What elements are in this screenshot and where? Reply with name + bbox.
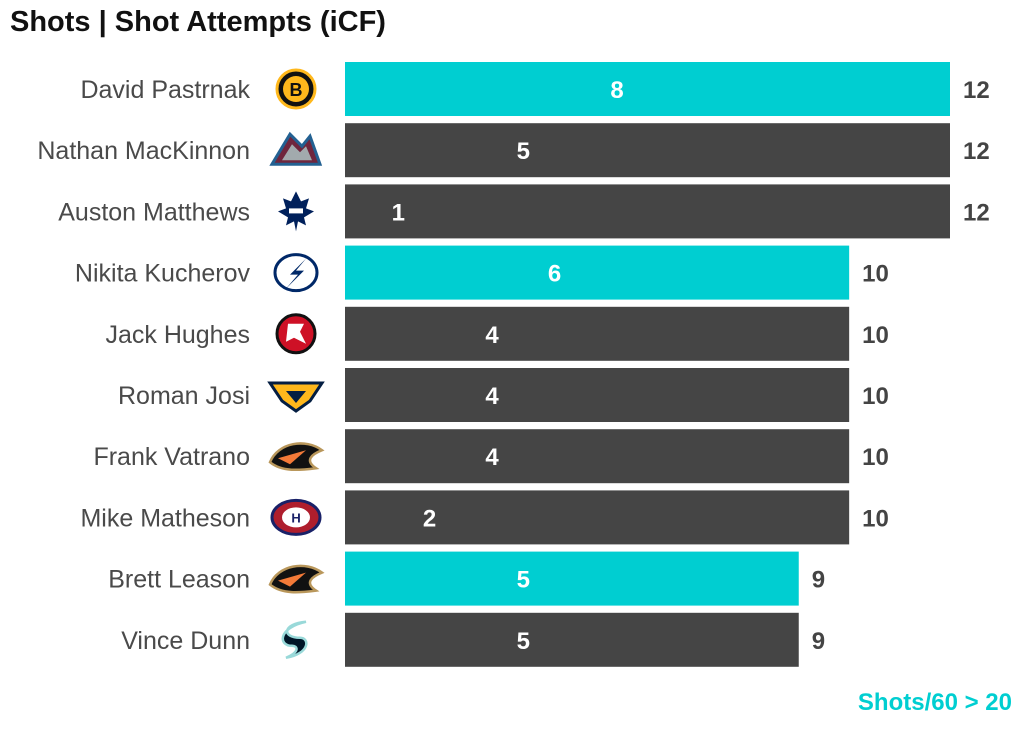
- chart-title: Shots | Shot Attempts (iCF): [10, 6, 386, 38]
- bar: [345, 306, 850, 361]
- attempts-value-label: 12: [963, 138, 990, 165]
- svg-text:B: B: [290, 80, 303, 100]
- attempts-value-label: 10: [862, 444, 889, 471]
- attempts-value-label: 12: [963, 199, 990, 226]
- shots-value-label: 5: [517, 567, 530, 594]
- shots-value-label: 4: [485, 383, 499, 410]
- player-name: Brett Leason: [108, 566, 250, 594]
- anaheim-ducks-icon: [268, 442, 325, 472]
- player-name: Auston Matthews: [58, 198, 250, 226]
- player-name: Jack Hughes: [105, 321, 250, 349]
- bar: [345, 429, 850, 484]
- bar: [345, 551, 799, 606]
- footnote-filter: Shots/60 > 20: [857, 689, 1012, 716]
- player-name: Mike Matheson: [80, 504, 250, 532]
- attempts-value-label: 10: [862, 383, 889, 410]
- bar: [345, 245, 850, 300]
- shots-value-label: 2: [423, 505, 436, 532]
- shots-value-label: 6: [548, 261, 561, 288]
- shots-value-label: 4: [485, 322, 499, 349]
- player-name: David Pastrnak: [80, 76, 250, 104]
- shots-value-label: 1: [392, 199, 405, 226]
- toronto-maple-leafs-icon: [278, 191, 314, 232]
- new-jersey-devils-icon: [275, 313, 317, 355]
- seattle-kraken-icon: [281, 620, 308, 660]
- nashville-predators-icon: [267, 381, 325, 413]
- boston-bruins-icon: B: [275, 68, 317, 110]
- colorado-avalanche-icon: [269, 131, 323, 166]
- svg-text:H: H: [291, 510, 300, 525]
- attempts-value-label: 10: [862, 322, 889, 349]
- attempts-value-label: 12: [963, 77, 990, 104]
- tampa-bay-lightning-icon: [273, 253, 319, 293]
- player-name: Roman Josi: [118, 382, 250, 410]
- shots-value-label: 8: [610, 77, 623, 104]
- bar: [345, 62, 950, 116]
- player-name: Nikita Kucherov: [75, 260, 251, 288]
- attempts-value-label: 9: [812, 567, 825, 594]
- shots-value-label: 4: [485, 444, 499, 471]
- bar: [345, 123, 950, 178]
- player-name: Nathan MacKinnon: [37, 137, 250, 165]
- attempts-value-label: 10: [862, 505, 889, 532]
- bar: [345, 184, 950, 239]
- attempts-value-label: 9: [812, 628, 825, 655]
- bar: [345, 490, 850, 545]
- player-name: Vince Dunn: [121, 627, 250, 655]
- shots-value-label: 5: [517, 628, 530, 655]
- anaheim-ducks-icon: [268, 564, 325, 594]
- bar: [345, 368, 850, 422]
- player-name: Frank Vatrano: [93, 443, 250, 471]
- montreal-canadiens-icon: H: [270, 498, 322, 536]
- shots-value-label: 5: [517, 138, 530, 165]
- bar: [345, 612, 799, 667]
- attempts-value-label: 10: [862, 261, 889, 288]
